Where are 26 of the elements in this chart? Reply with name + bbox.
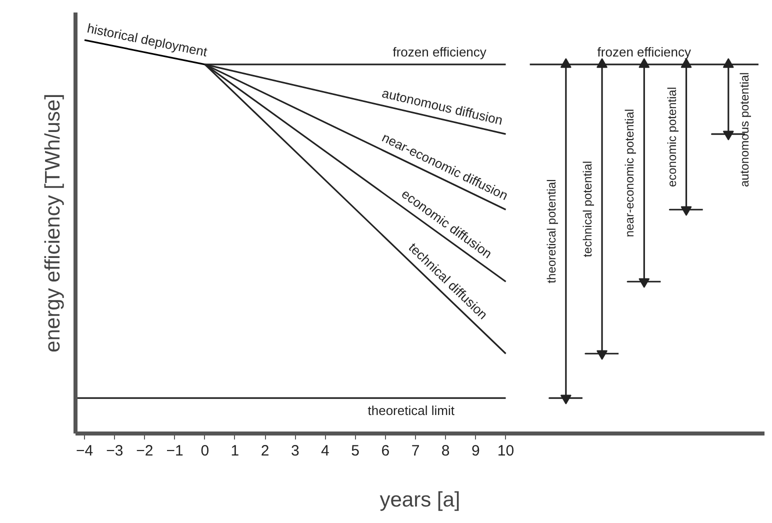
x-tick-label: 8	[441, 442, 450, 460]
x-tick-label: 3	[290, 442, 300, 460]
x-tick-label: 0	[200, 442, 210, 460]
x-tick-label: −3	[106, 442, 124, 460]
series-label: frozen efficiency	[597, 44, 692, 60]
series-label: theoretical limit	[368, 403, 455, 418]
x-tick-label: 1	[230, 442, 240, 460]
x-tick-label: 5	[351, 442, 360, 460]
x-tick-label: 2	[260, 442, 270, 460]
x-tick-label: 7	[411, 442, 420, 460]
annotation: autonomous potential	[737, 72, 752, 188]
x-axis-title: years [a]	[380, 488, 460, 512]
annotation: near-economic potential	[622, 108, 637, 238]
x-tick-label: 4	[321, 442, 330, 460]
x-tick-label: −4	[76, 442, 94, 460]
x-tick-label: −1	[166, 442, 184, 460]
annotation: economic potential	[664, 86, 679, 188]
x-tick-label: 9	[471, 442, 480, 460]
x-tick-label: 6	[381, 442, 390, 460]
text: historical deployment	[86, 20, 209, 60]
annotation: technical potential	[580, 160, 595, 258]
series-label: frozen efficiency	[392, 44, 487, 60]
y-axis-title: energy efficiency [TWh/use]	[42, 94, 64, 352]
x-tick-label: 10	[497, 442, 514, 460]
x-tick-label: −2	[136, 442, 154, 460]
annotation: theoretical potential	[544, 179, 558, 284]
